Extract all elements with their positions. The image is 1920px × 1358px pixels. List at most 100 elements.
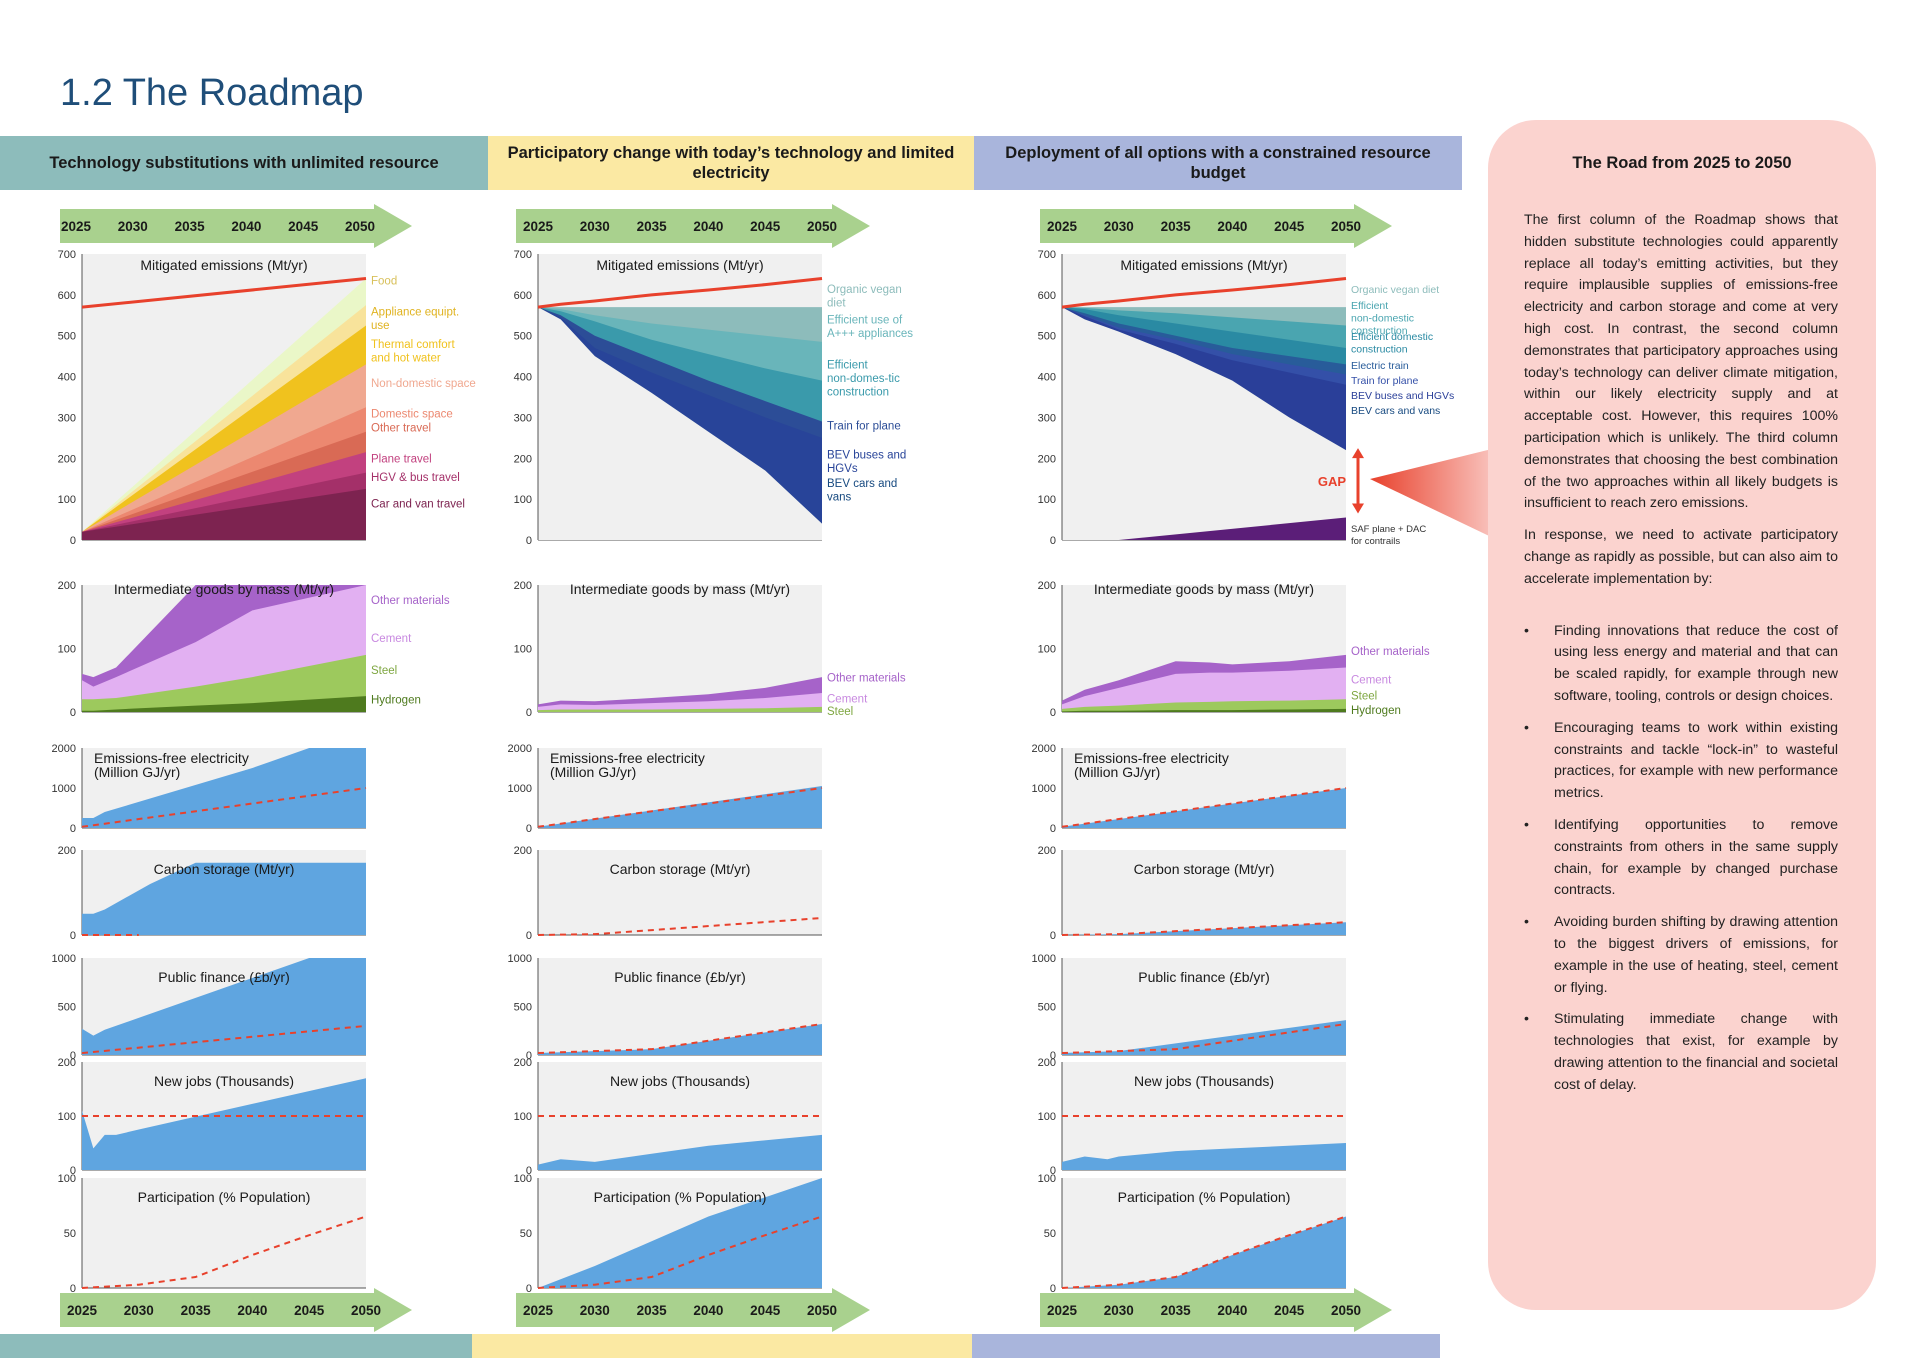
y-tick-label: 0 [1050, 1050, 1056, 1062]
chart-c1-elec: 0 1000 2000 Emissions-free electricity (Mill… [52, 743, 367, 835]
sidebar-paragraph: The first column of the Roadmap shows th… [1524, 212, 1838, 512]
reference-line [537, 1215, 823, 1289]
timeline-year-label: 2045 [294, 1303, 325, 1318]
timeline-year-label: 2030 [1104, 219, 1134, 234]
y-tick-label: 400 [1038, 372, 1056, 384]
timeline-year-label: 2030 [118, 219, 148, 234]
area-series [82, 488, 366, 540]
y-tick-label: 0 [1050, 930, 1056, 942]
series-label: Domestic space [371, 408, 453, 420]
chart-c1-goods: 0 100 200 Intermediate goods by mass (Mt/yr… [58, 580, 450, 719]
timeline-top: 2025 2030 2035 2040 2045 2050 [60, 204, 412, 248]
gap-arrow-head-up [1352, 448, 1364, 459]
chart-title: New jobs (Thousands) [154, 1073, 294, 1089]
y-tick-label: 1000 [508, 783, 532, 795]
y-tick-label: 0 [70, 1283, 76, 1295]
y-tick-label: 500 [1038, 1002, 1056, 1014]
series-label: Organic vegan diet [827, 284, 902, 310]
series-label: Efficient non-domestic construction [1351, 300, 1414, 337]
y-tick-label: 50 [64, 1228, 76, 1240]
timeline-year-label: 2045 [288, 219, 319, 234]
series-label: Other materials [371, 595, 450, 607]
chart-title: Participation (% Population) [594, 1189, 767, 1205]
chart-c1-participation: 0 50 100 Participation (% Population) [58, 1173, 367, 1295]
y-tick-label: 600 [58, 290, 76, 302]
series-label: BEV buses and HGVs [1351, 390, 1454, 402]
timeline-year-label: 2030 [580, 219, 610, 234]
y-tick-label: 100 [514, 1111, 532, 1123]
series-label: Efficient domestic construction [1351, 331, 1433, 356]
area-series [82, 654, 366, 712]
chart-c3-elec: 0 1000 2000 Emissions-free electricity (Mill… [1032, 743, 1347, 835]
reference-line [1061, 1022, 1347, 1055]
reference-line [537, 917, 823, 936]
sidebar-bullet-text: Identifying opportunities to remove cons… [1554, 816, 1838, 899]
area-series [1062, 1020, 1346, 1055]
sidebar-title: The Road from 2025 to 2050 [1572, 154, 1792, 172]
sidebar-bullet: • Avoiding burden shifting by drawing att… [1524, 912, 1838, 999]
series-label-saf: SAF plane + DAC for contrails [1351, 524, 1426, 547]
chart-title: Mitigated emissions (Mt/yr) [140, 257, 307, 273]
y-tick-label: 500 [58, 331, 76, 343]
bullet-glyph: • [1524, 1011, 1529, 1028]
chart-title: New jobs (Thousands) [610, 1073, 750, 1089]
series-label: Other travel [371, 423, 431, 435]
area-series [1062, 922, 1346, 935]
area-series [82, 696, 366, 712]
y-tick-label: 0 [70, 707, 76, 719]
footer-bar-participatory [472, 1334, 972, 1358]
sidebar-paragraph: In response, we need to activate partici… [1524, 527, 1838, 587]
timeline-arrow [516, 204, 870, 248]
area-series [1062, 1216, 1346, 1288]
chart-title: Carbon storage (Mt/yr) [610, 861, 751, 877]
series-label: Other materials [1351, 646, 1430, 658]
timeline-year-label: 2025 [61, 219, 92, 234]
reference-line [81, 787, 367, 828]
area-series [538, 692, 822, 712]
y-tick-label: 200 [58, 580, 76, 592]
chart-panel [538, 850, 822, 935]
series-label: Appliance equipt. use [371, 306, 459, 332]
timeline-bottom: 2025 2030 2035 2040 2045 2050 [1040, 1288, 1392, 1332]
y-tick-label: 100 [514, 494, 532, 506]
y-tick-label: 200 [1038, 580, 1056, 592]
timeline-arrow [1040, 204, 1392, 248]
residual-area [1062, 307, 1346, 540]
reference-line [537, 277, 823, 309]
timeline-year-label: 2045 [1274, 219, 1305, 234]
residual-area [538, 307, 822, 540]
series-label: Cement [827, 693, 868, 705]
chart-panel [1062, 850, 1346, 935]
y-tick-label: 0 [70, 1165, 76, 1177]
y-tick-label: 0 [1050, 535, 1056, 547]
chart-c2-participation: 0 50 100 Participation (% Population) [514, 1173, 823, 1295]
y-tick-label: 700 [1038, 249, 1056, 261]
sidebar-bullet: • Finding innovations that reduce the cos… [1524, 621, 1838, 708]
y-tick-label: 50 [1044, 1228, 1056, 1240]
series-label: Plane travel [371, 453, 432, 465]
gap-label: GAP [1318, 474, 1347, 489]
area-series [82, 958, 366, 1055]
chart-c3-carbon: 0 200 Carbon storage (Mt/yr) [1038, 845, 1347, 942]
chart-c2-carbon: 0 200 Carbon storage (Mt/yr) [514, 845, 823, 942]
y-tick-label: 50 [520, 1228, 532, 1240]
y-tick-label: 0 [70, 930, 76, 942]
y-tick-label: 100 [514, 1173, 532, 1185]
timeline-year-label: 2035 [637, 219, 668, 234]
timeline-year-label: 2050 [1331, 1303, 1361, 1318]
bullet-glyph: • [1524, 816, 1529, 833]
chart-title: Public finance (£b/yr) [614, 969, 746, 985]
y-tick-label: 200 [58, 845, 76, 857]
y-tick-label: 500 [514, 331, 532, 343]
series-label: Car and van travel [371, 498, 465, 510]
timeline-year-label: 2035 [1161, 219, 1192, 234]
reference-line [537, 1022, 823, 1055]
timeline-year-label: 2025 [67, 1303, 98, 1318]
chart-title: Intermediate goods by mass (Mt/yr) [1094, 581, 1314, 597]
y-tick-label: 100 [514, 644, 532, 656]
reference-line [1061, 787, 1347, 828]
chart-title: Carbon storage (Mt/yr) [154, 861, 295, 877]
timeline-year-label: 2050 [807, 219, 837, 234]
series-label: Cement [1351, 674, 1392, 686]
timeline-year-label: 2025 [523, 1303, 554, 1318]
